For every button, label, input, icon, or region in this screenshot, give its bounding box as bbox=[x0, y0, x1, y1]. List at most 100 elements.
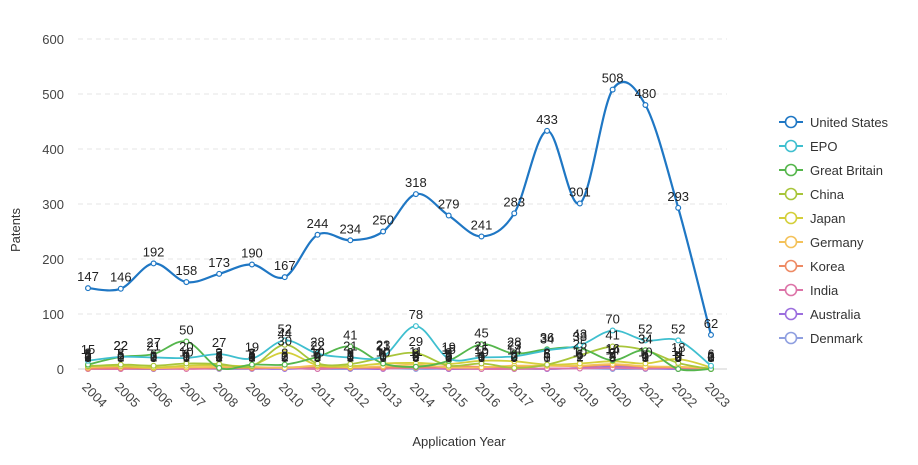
data-label: 10 bbox=[376, 345, 390, 360]
data-label: 41 bbox=[605, 327, 619, 342]
data-label: 23 bbox=[507, 337, 521, 352]
x-tick-label: 2015 bbox=[440, 379, 471, 410]
legend-item-denmark[interactable]: Denmark bbox=[779, 331, 863, 346]
data-point[interactable] bbox=[150, 260, 157, 267]
data-point[interactable] bbox=[84, 285, 91, 292]
data-point[interactable] bbox=[216, 270, 223, 277]
data-point[interactable] bbox=[511, 353, 518, 360]
data-point[interactable] bbox=[150, 362, 157, 369]
data-point[interactable] bbox=[117, 285, 124, 292]
data-point[interactable] bbox=[675, 337, 682, 344]
legend-item-india[interactable]: India bbox=[779, 283, 839, 298]
data-point[interactable] bbox=[281, 274, 288, 281]
series-united-states[interactable] bbox=[84, 80, 714, 338]
data-label: 2 bbox=[347, 349, 354, 364]
data-point[interactable] bbox=[281, 361, 288, 368]
data-label: 2 bbox=[150, 349, 157, 364]
data-point[interactable] bbox=[576, 360, 583, 367]
data-point[interactable] bbox=[576, 352, 583, 359]
data-point[interactable] bbox=[478, 360, 485, 367]
data-point[interactable] bbox=[347, 237, 354, 244]
data-point[interactable] bbox=[281, 349, 288, 356]
legend[interactable]: United States EPO Great Britain China Japan G… bbox=[779, 115, 889, 346]
data-point[interactable] bbox=[609, 86, 616, 93]
data-point[interactable] bbox=[675, 359, 682, 366]
data-label: 16 bbox=[605, 341, 619, 356]
data-point[interactable] bbox=[380, 353, 387, 360]
data-point[interactable] bbox=[675, 204, 682, 211]
data-point[interactable] bbox=[347, 343, 354, 350]
data-point[interactable] bbox=[412, 323, 419, 330]
data-label: 2 bbox=[216, 349, 223, 364]
data-label: 78 bbox=[409, 307, 423, 322]
data-point[interactable] bbox=[642, 101, 649, 108]
data-label: 1 bbox=[576, 349, 583, 364]
data-label: 2 bbox=[412, 349, 419, 364]
data-point[interactable] bbox=[248, 355, 255, 362]
data-point[interactable] bbox=[183, 360, 190, 367]
data-point[interactable] bbox=[117, 353, 124, 360]
legend-item-great-britain[interactable]: Great Britain bbox=[779, 163, 883, 178]
data-point[interactable] bbox=[183, 338, 190, 345]
legend-item-australia[interactable]: Australia bbox=[779, 307, 861, 322]
data-point[interactable] bbox=[183, 355, 190, 362]
data-point[interactable] bbox=[281, 337, 288, 344]
data-label: 0 bbox=[478, 350, 485, 365]
data-point[interactable] bbox=[576, 200, 583, 207]
legend-item-korea[interactable]: Korea bbox=[779, 259, 845, 274]
data-point[interactable] bbox=[216, 364, 223, 371]
data-point[interactable] bbox=[445, 355, 452, 362]
x-tick-label: 2012 bbox=[341, 379, 372, 410]
data-point[interactable] bbox=[347, 361, 354, 368]
data-point[interactable] bbox=[609, 327, 616, 334]
data-point[interactable] bbox=[412, 191, 419, 198]
data-point[interactable] bbox=[609, 357, 616, 364]
data-label: 2 bbox=[281, 349, 288, 364]
legend-item-epo[interactable]: EPO bbox=[779, 139, 837, 154]
legend-item-germany[interactable]: Germany bbox=[779, 235, 864, 250]
data-point[interactable] bbox=[150, 354, 157, 361]
data-point[interactable] bbox=[511, 364, 518, 371]
data-point[interactable] bbox=[544, 347, 551, 354]
data-point[interactable] bbox=[511, 210, 518, 217]
data-point[interactable] bbox=[642, 337, 649, 344]
data-label: 52 bbox=[278, 321, 292, 336]
data-point[interactable] bbox=[380, 228, 387, 235]
data-point[interactable] bbox=[478, 233, 485, 240]
legend-item-japan[interactable]: Japan bbox=[779, 211, 845, 226]
data-label: 3 bbox=[445, 348, 452, 363]
data-label: 6 bbox=[150, 347, 157, 362]
series-epo[interactable] bbox=[84, 323, 714, 369]
data-point[interactable] bbox=[347, 354, 354, 361]
series-china[interactable] bbox=[84, 341, 714, 373]
data-point[interactable] bbox=[314, 350, 321, 357]
data-label: 3 bbox=[183, 348, 190, 363]
data-point[interactable] bbox=[183, 279, 190, 286]
data-point[interactable] bbox=[707, 362, 714, 369]
legend-item-china[interactable]: China bbox=[779, 187, 845, 202]
data-point[interactable] bbox=[642, 347, 649, 354]
data-point[interactable] bbox=[412, 363, 419, 370]
data-point[interactable] bbox=[478, 354, 485, 361]
data-point[interactable] bbox=[314, 360, 321, 367]
data-point[interactable] bbox=[478, 341, 485, 348]
data-point[interactable] bbox=[380, 360, 387, 367]
legend-label: United States bbox=[810, 115, 889, 130]
data-point[interactable] bbox=[248, 361, 255, 368]
data-point[interactable] bbox=[707, 331, 714, 338]
data-point[interactable] bbox=[609, 343, 616, 350]
data-point[interactable] bbox=[412, 350, 419, 357]
data-point[interactable] bbox=[117, 361, 124, 368]
data-point[interactable] bbox=[544, 361, 551, 368]
y-tick-label: 0 bbox=[57, 362, 64, 377]
legend-item-united-states[interactable]: United States bbox=[779, 115, 889, 130]
data-point[interactable] bbox=[216, 351, 223, 358]
data-point[interactable] bbox=[576, 342, 583, 349]
data-point[interactable] bbox=[248, 261, 255, 268]
data-point[interactable] bbox=[642, 360, 649, 367]
data-point[interactable] bbox=[675, 366, 682, 373]
data-point[interactable] bbox=[445, 212, 452, 219]
data-point[interactable] bbox=[544, 127, 551, 134]
data-point[interactable] bbox=[314, 231, 321, 238]
data-point[interactable] bbox=[84, 357, 91, 364]
